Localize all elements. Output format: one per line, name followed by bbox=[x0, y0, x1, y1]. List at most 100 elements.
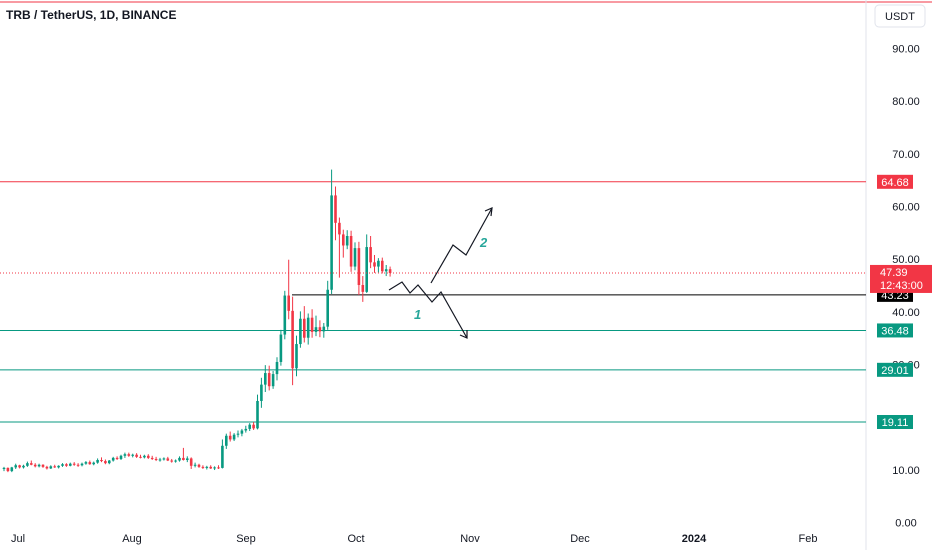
candle bbox=[61, 463, 64, 467]
candle bbox=[373, 254, 376, 273]
price-badge-label: 19.11 bbox=[882, 417, 909, 429]
candle bbox=[271, 370, 275, 389]
y-tick-label: 90.00 bbox=[892, 43, 920, 55]
candle bbox=[22, 464, 25, 469]
candle bbox=[244, 425, 248, 433]
price-badge-64.68: 64.68 bbox=[877, 174, 913, 189]
candle bbox=[72, 462, 76, 466]
candle bbox=[201, 465, 205, 469]
candle bbox=[41, 464, 45, 468]
candle bbox=[334, 186, 337, 241]
candle bbox=[108, 460, 111, 465]
current-price-label: 47.39 bbox=[880, 267, 908, 279]
candle bbox=[18, 464, 21, 469]
candle bbox=[143, 454, 146, 459]
candle bbox=[384, 264, 388, 277]
candle bbox=[127, 452, 131, 457]
candle bbox=[33, 463, 37, 468]
candle bbox=[225, 433, 228, 449]
candle bbox=[178, 456, 181, 462]
price-badge-label: 29.01 bbox=[881, 365, 909, 377]
scenario-path-1 bbox=[388, 281, 468, 339]
countdown-label: 12:43:00 bbox=[880, 280, 923, 292]
candle bbox=[26, 461, 29, 467]
candle bbox=[139, 454, 142, 459]
candle bbox=[349, 230, 353, 272]
candle bbox=[186, 456, 189, 463]
candle bbox=[92, 461, 95, 466]
candle bbox=[6, 467, 10, 473]
candle bbox=[193, 462, 197, 468]
candle bbox=[115, 456, 119, 461]
candle bbox=[14, 463, 17, 469]
candle bbox=[326, 280, 329, 330]
candle bbox=[76, 463, 80, 467]
candle bbox=[154, 456, 158, 462]
candle bbox=[80, 462, 84, 467]
candle bbox=[189, 457, 193, 469]
x-tick-label: Sep bbox=[236, 533, 256, 545]
candle bbox=[166, 456, 170, 462]
candle bbox=[37, 463, 41, 468]
candle bbox=[174, 459, 177, 463]
candle bbox=[357, 241, 361, 296]
candle bbox=[150, 455, 154, 461]
scenario-path-2 bbox=[430, 207, 493, 284]
candle bbox=[49, 465, 53, 469]
price-badge-36.48: 36.48 bbox=[877, 323, 913, 338]
candle bbox=[30, 460, 33, 466]
candle bbox=[119, 454, 123, 461]
candle bbox=[322, 322, 326, 338]
candle bbox=[213, 466, 216, 471]
candle bbox=[209, 465, 212, 469]
candle bbox=[88, 460, 92, 465]
currency-label: USDT bbox=[885, 11, 915, 23]
candle bbox=[162, 457, 166, 461]
candle bbox=[135, 453, 138, 458]
candle bbox=[345, 230, 349, 250]
candle bbox=[65, 463, 68, 467]
candle bbox=[330, 169, 333, 294]
y-tick-label: 80.00 bbox=[892, 96, 920, 108]
currency-button[interactable]: USDT bbox=[874, 4, 926, 28]
candle bbox=[131, 453, 134, 458]
candle bbox=[228, 431, 232, 442]
x-tick-label: Nov bbox=[460, 533, 480, 545]
price-badge-label: 64.68 bbox=[881, 177, 909, 189]
candlesticks bbox=[2, 169, 392, 473]
candle bbox=[236, 430, 240, 438]
y-tick-label: 50.00 bbox=[892, 254, 920, 266]
candle bbox=[158, 457, 162, 462]
candle bbox=[361, 276, 365, 302]
scenario-drawings: 1 2 bbox=[388, 207, 493, 339]
candle bbox=[252, 422, 255, 430]
x-axis: Jul Aug Sep Oct Nov Dec 2024 Feb bbox=[11, 533, 818, 545]
candle bbox=[96, 458, 99, 464]
y-tick-label: 0.00 bbox=[895, 518, 916, 530]
candle bbox=[57, 465, 60, 469]
candle bbox=[232, 433, 236, 442]
x-tick-label: Dec bbox=[570, 533, 590, 545]
candle bbox=[221, 439, 224, 469]
scenario-label-2: 2 bbox=[479, 235, 488, 250]
candle bbox=[197, 463, 201, 468]
candle bbox=[306, 313, 310, 345]
candle bbox=[388, 266, 392, 277]
scenario-arrowhead-2 bbox=[484, 207, 493, 217]
candle bbox=[314, 315, 318, 337]
candle bbox=[104, 459, 107, 465]
candle bbox=[287, 259, 290, 320]
candle bbox=[318, 320, 322, 338]
candle bbox=[264, 365, 267, 393]
candle bbox=[53, 464, 56, 468]
x-tick-label: Feb bbox=[799, 533, 818, 545]
candle bbox=[353, 242, 357, 271]
candle bbox=[342, 229, 345, 258]
candle bbox=[2, 466, 6, 472]
candle bbox=[45, 465, 49, 470]
candle bbox=[279, 329, 283, 366]
candle bbox=[365, 234, 368, 293]
y-tick-label: 60.00 bbox=[892, 201, 920, 213]
